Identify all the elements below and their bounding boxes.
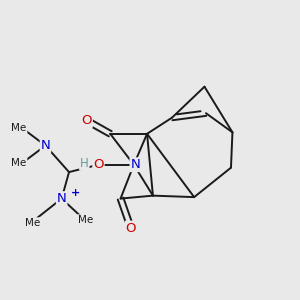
Text: O: O — [81, 114, 92, 127]
Text: O: O — [126, 221, 136, 235]
Text: +: + — [71, 188, 80, 198]
Text: Me: Me — [25, 218, 40, 228]
Text: Me: Me — [11, 123, 27, 133]
Text: N: N — [57, 192, 67, 205]
Text: O: O — [93, 158, 104, 171]
Text: Me: Me — [78, 215, 93, 225]
Text: Me: Me — [11, 158, 27, 168]
Text: N: N — [40, 139, 50, 152]
Text: N: N — [130, 158, 140, 171]
Text: H: H — [80, 157, 89, 170]
